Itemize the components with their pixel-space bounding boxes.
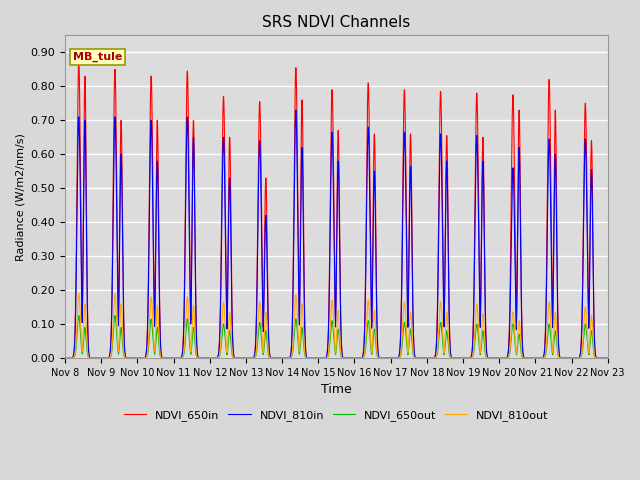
NDVI_810in <box>602 355 610 361</box>
Text: MB_tule: MB_tule <box>73 51 122 62</box>
NDVI_650in <box>172 355 179 361</box>
Legend: NDVI_650in, NDVI_810in, NDVI_650out, NDVI_810out: NDVI_650in, NDVI_810in, NDVI_650out, NDV… <box>120 406 553 425</box>
NDVI_810in <box>172 355 179 361</box>
NDVI_810in <box>488 355 496 361</box>
NDVI_650in <box>602 355 610 361</box>
Line: NDVI_810out: NDVI_810out <box>65 293 608 358</box>
X-axis label: Time: Time <box>321 383 352 396</box>
NDVI_650out <box>412 355 419 361</box>
Line: NDVI_810in: NDVI_810in <box>65 110 608 358</box>
NDVI_650in <box>264 317 272 323</box>
NDVI_650out <box>172 355 179 361</box>
NDVI_650out <box>604 355 612 361</box>
Y-axis label: Radiance (W/m2/nm/s): Radiance (W/m2/nm/s) <box>15 133 25 261</box>
NDVI_810out <box>172 355 179 361</box>
NDVI_650out <box>75 312 83 318</box>
NDVI_650out <box>61 355 69 361</box>
NDVI_650in <box>604 355 612 361</box>
NDVI_810in <box>604 355 612 361</box>
Line: NDVI_650out: NDVI_650out <box>65 315 608 358</box>
NDVI_650out <box>488 355 496 361</box>
NDVI_810out <box>604 355 612 361</box>
NDVI_650in <box>61 355 69 361</box>
NDVI_650out <box>264 351 272 357</box>
NDVI_810in <box>61 355 69 361</box>
Title: SRS NDVI Channels: SRS NDVI Channels <box>262 15 410 30</box>
NDVI_810in <box>292 107 300 113</box>
NDVI_810out <box>75 290 83 296</box>
NDVI_650out <box>602 355 610 361</box>
NDVI_650in <box>488 355 496 361</box>
NDVI_810out <box>264 348 272 353</box>
Line: NDVI_650in: NDVI_650in <box>65 62 608 358</box>
NDVI_810out <box>61 355 69 361</box>
NDVI_810in <box>177 355 185 360</box>
NDVI_650in <box>75 60 83 65</box>
NDVI_810in <box>412 355 419 360</box>
NDVI_650out <box>177 355 185 361</box>
NDVI_810out <box>602 355 610 361</box>
NDVI_810out <box>412 355 419 361</box>
NDVI_650in <box>177 355 185 360</box>
NDVI_810out <box>177 355 185 361</box>
NDVI_650in <box>412 354 419 360</box>
NDVI_810out <box>488 355 496 361</box>
NDVI_810in <box>264 322 272 327</box>
